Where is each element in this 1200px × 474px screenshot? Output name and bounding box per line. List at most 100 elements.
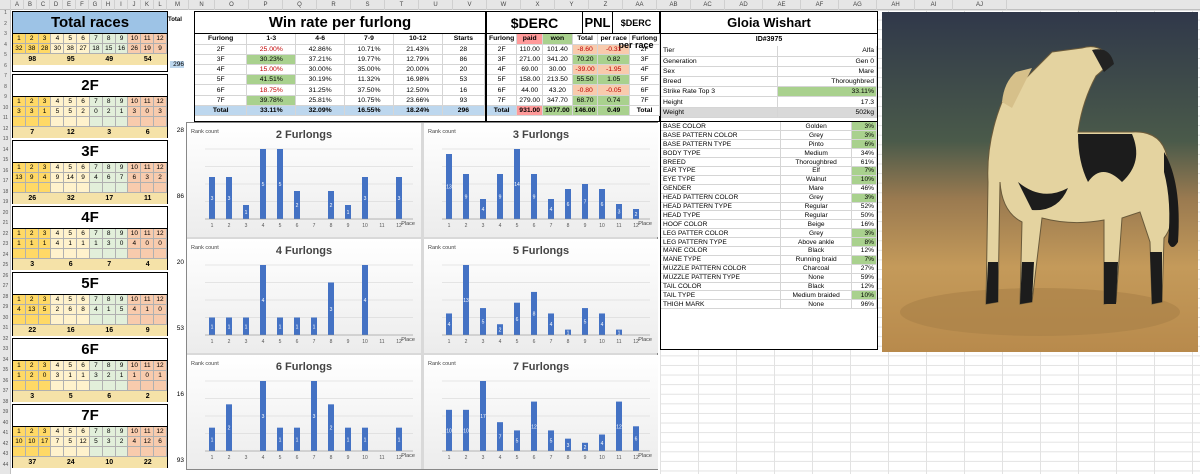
empty-cell[interactable] <box>115 183 129 193</box>
column-header[interactable]: M <box>167 0 189 10</box>
empty-cell[interactable] <box>89 447 103 457</box>
count-cell[interactable]: 4 <box>89 305 103 315</box>
place-cell[interactable]: 1 <box>13 427 26 437</box>
row-number[interactable]: 23 <box>2 241 9 247</box>
bracket-total[interactable]: 10 <box>105 459 114 466</box>
place-cell[interactable]: 3 <box>38 229 52 239</box>
row-number[interactable]: 34 <box>2 356 9 363</box>
win-rate-cell[interactable]: 39.78% <box>246 95 297 106</box>
bracket-total[interactable]: 98 <box>28 56 37 63</box>
win-rate-cell[interactable]: 7F <box>195 95 248 106</box>
attribute-rarity[interactable]: 59% <box>851 273 877 283</box>
place-cell[interactable]: 2 <box>25 295 39 305</box>
bar[interactable] <box>226 177 232 219</box>
bar[interactable] <box>531 401 537 451</box>
count-cell[interactable]: 2 <box>77 107 90 117</box>
count-cell[interactable]: 4 <box>51 239 65 249</box>
attribute-value[interactable]: Medium braided <box>780 290 853 301</box>
count-cell[interactable]: 1 <box>64 371 78 381</box>
chart-6[interactable]: 7 Furlongs Rank count Place 10 1 10 2 17 3 7 4 5 5 12… <box>424 355 658 469</box>
count-cell[interactable]: 7 <box>115 173 129 183</box>
place-cell[interactable]: 6 <box>77 361 90 371</box>
bar[interactable] <box>446 154 452 219</box>
count-cell[interactable]: 12 <box>77 437 90 447</box>
section-total[interactable]: 28 <box>176 127 184 134</box>
win-rate-cell[interactable]: 33.11% <box>246 105 297 117</box>
column-header[interactable]: AC <box>691 0 725 10</box>
bar[interactable] <box>565 329 571 335</box>
bar[interactable] <box>277 427 283 451</box>
derc-cell[interactable]: 2F <box>487 44 518 55</box>
win-rate-cell[interactable]: 5F <box>195 74 248 86</box>
column-header[interactable]: U <box>419 0 453 10</box>
column-header[interactable]: T <box>385 0 419 10</box>
count-cell[interactable]: 2 <box>115 437 129 447</box>
empty-cell[interactable] <box>64 315 78 325</box>
attribute-rarity[interactable]: 34% <box>851 148 877 159</box>
place-cell[interactable]: 9 <box>115 34 129 44</box>
bar[interactable] <box>311 317 317 336</box>
place-cell[interactable]: 4 <box>51 295 65 305</box>
derc-cell[interactable]: 1077.00 <box>542 105 573 117</box>
attribute-value[interactable]: Black <box>780 282 853 292</box>
place-cell[interactable]: 9 <box>115 295 129 305</box>
empty-cell[interactable] <box>13 447 26 457</box>
win-rate-cell[interactable]: 42.86% <box>295 44 346 55</box>
win-rate-cell[interactable]: 10.71% <box>344 44 394 55</box>
count-cell[interactable]: 5 <box>51 107 65 117</box>
win-rate-cell[interactable]: 20 <box>442 64 486 76</box>
place-cell[interactable]: 8 <box>102 361 116 371</box>
derc-cell[interactable]: -0.05 <box>597 84 630 96</box>
place-cell[interactable]: 11 <box>141 163 155 173</box>
empty-cell[interactable] <box>102 381 116 391</box>
place-cell[interactable]: 1 <box>13 295 26 305</box>
count-cell[interactable]: 1 <box>128 371 142 381</box>
place-cell[interactable]: 3 <box>38 361 52 371</box>
column-header[interactable]: AH <box>877 0 915 10</box>
derc-cell[interactable]: 0.49 <box>597 105 630 117</box>
count-cell[interactable]: 2 <box>25 371 39 381</box>
bar[interactable] <box>294 427 300 451</box>
bracket-total[interactable]: 95 <box>66 56 75 63</box>
profile-value[interactable]: 17.3 <box>777 96 877 108</box>
bar[interactable] <box>328 191 334 219</box>
place-cell[interactable]: 8 <box>102 97 116 107</box>
bracket-total[interactable]: 16 <box>66 327 75 334</box>
derc-cell[interactable]: 55.50 <box>572 74 599 86</box>
win-rate-cell[interactable]: 41.51% <box>246 74 297 86</box>
row-number[interactable]: 14 <box>2 146 9 153</box>
row-number[interactable]: 13 <box>2 136 9 142</box>
empty-cell[interactable] <box>115 381 129 391</box>
win-rate-cell[interactable]: 2F <box>195 44 248 55</box>
row-number[interactable]: 28 <box>2 293 9 300</box>
count-cell[interactable]: 28 <box>38 44 52 54</box>
place-cell[interactable]: 11 <box>141 97 155 107</box>
bar[interactable] <box>311 381 317 451</box>
empty-cell[interactable] <box>64 447 78 457</box>
empty-cell[interactable] <box>102 315 116 325</box>
derc-cell[interactable]: 146.00 <box>572 105 599 117</box>
bar[interactable] <box>565 438 571 451</box>
win-rate-cell[interactable]: 37.21% <box>295 54 346 66</box>
count-cell[interactable]: 12 <box>141 437 155 447</box>
column-header[interactable]: O <box>215 0 249 10</box>
count-cell[interactable]: 0 <box>141 107 155 117</box>
bar[interactable] <box>616 401 622 451</box>
column-header[interactable]: N <box>189 0 215 10</box>
bar[interactable] <box>514 302 520 335</box>
bar[interactable] <box>531 174 537 219</box>
attribute-rarity[interactable]: 8% <box>851 237 877 247</box>
empty-cell[interactable] <box>51 117 65 127</box>
bar[interactable] <box>582 442 588 451</box>
derc-cell[interactable]: 213.50 <box>542 74 573 86</box>
column-header[interactable]: AA <box>623 0 657 10</box>
count-cell[interactable]: 5 <box>64 107 78 117</box>
bracket-total[interactable]: 6 <box>68 261 73 268</box>
place-cell[interactable]: 12 <box>154 295 167 305</box>
count-cell[interactable]: 8 <box>77 305 90 315</box>
place-cell[interactable]: 1 <box>13 97 26 107</box>
count-cell[interactable]: 3 <box>51 371 65 381</box>
place-cell[interactable]: 12 <box>154 229 167 239</box>
derc-cell[interactable]: 341.20 <box>542 54 573 66</box>
win-rate-cell[interactable]: 31.25% <box>295 84 346 96</box>
